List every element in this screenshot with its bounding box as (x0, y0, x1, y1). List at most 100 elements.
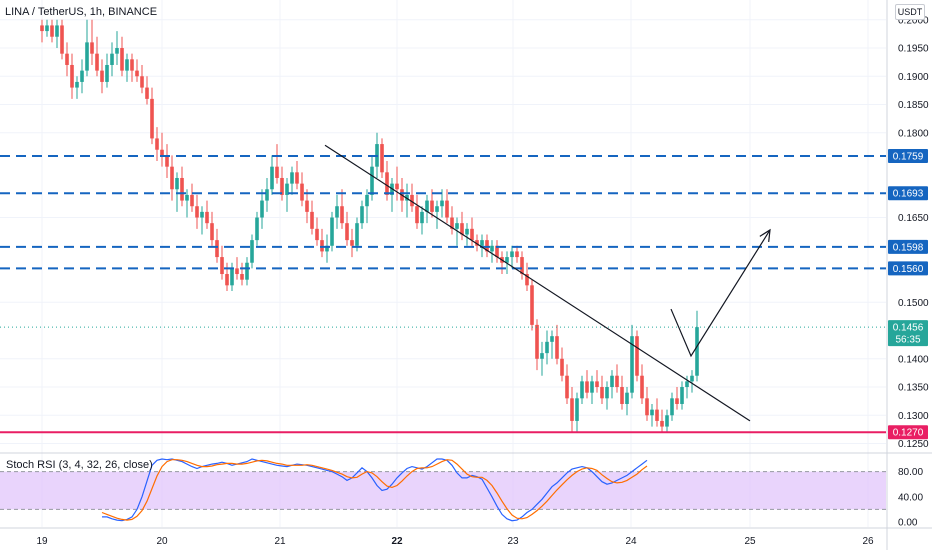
candle-body (140, 76, 144, 88)
candle-body (670, 398, 674, 416)
candle-body (55, 25, 59, 37)
indicator-label: Stoch RSI (3, 4, 32, 26, close) (6, 459, 153, 471)
candle-body (570, 398, 574, 421)
candle-body (490, 245, 494, 252)
candle-body (235, 268, 239, 275)
candle-body (145, 87, 149, 99)
candle-body (230, 268, 234, 286)
rsi-tick-label: 40.00 (898, 492, 923, 503)
candle-body (450, 217, 454, 229)
candle-body (495, 245, 499, 258)
candle-body (595, 381, 599, 388)
stoch-rsi-band (0, 471, 886, 510)
candle-body (210, 223, 214, 241)
price-level-tag (888, 261, 928, 276)
candle-body (90, 42, 94, 54)
currency-badge[interactable]: USDT (895, 4, 925, 20)
y-tick-label: 0.1850 (898, 100, 929, 111)
candle-body (630, 336, 634, 393)
candle-body (240, 274, 244, 280)
candle-body (470, 228, 474, 241)
candle-body (695, 327, 699, 376)
candle-body (560, 358, 564, 376)
candle-body (115, 48, 119, 54)
candle-body (485, 240, 489, 252)
candle-body (85, 42, 89, 71)
y-tick-label: 0.1900 (898, 72, 929, 83)
candle-body (585, 381, 589, 393)
rsi-tick-label: 80.00 (898, 467, 923, 478)
candle-body (80, 70, 84, 82)
y-tick-label: 0.1650 (898, 213, 929, 224)
candle-body (640, 375, 644, 399)
price-level-label: 0.1270 (893, 428, 924, 439)
y-tick-label: 0.1800 (898, 128, 929, 139)
candle-body (285, 183, 289, 195)
candle-body (445, 200, 449, 218)
candle-body (685, 381, 689, 388)
last-price-tag (888, 320, 928, 347)
x-tick-label: 19 (36, 536, 48, 547)
candle-body (60, 25, 64, 54)
stoch-rsi-d-line (101, 459, 648, 521)
y-tick-label: 0.1300 (898, 411, 929, 422)
candle-body (185, 194, 189, 201)
candle-body (105, 64, 109, 82)
candle-body (325, 245, 329, 252)
candle-body (680, 387, 684, 404)
price-level-label: 0.1759 (893, 151, 924, 162)
candle-body (625, 392, 629, 404)
candle-body (340, 206, 344, 224)
candle-body (410, 194, 414, 207)
candle-body (465, 228, 469, 235)
candle-body (395, 183, 399, 190)
y-tick-label: 0.2000 (898, 15, 929, 26)
candle-body (45, 25, 49, 32)
candle-body (420, 211, 424, 224)
candle-body (180, 177, 184, 201)
candle-body (95, 53, 99, 71)
candle-body (615, 375, 619, 388)
candle-body (255, 217, 259, 241)
candle-body (460, 223, 464, 235)
candle-body (440, 200, 444, 207)
x-tick-label: 25 (744, 536, 756, 547)
price-level-label: 0.1693 (893, 189, 924, 200)
trendline (324, 144, 751, 422)
candle-body (215, 240, 219, 258)
candle-body (260, 200, 264, 218)
candle-body (275, 166, 279, 178)
candle-body (165, 155, 169, 167)
bar-countdown: 56:35 (895, 335, 920, 346)
y-tick-label: 0.1350 (898, 383, 929, 394)
candle-body (270, 166, 274, 190)
candle-body (120, 48, 124, 71)
candle-body (355, 223, 359, 246)
candle-body (650, 409, 654, 416)
candle-body (590, 381, 594, 393)
candle-body (315, 228, 319, 241)
candle-body (580, 381, 584, 399)
candle-body (605, 387, 609, 399)
x-tick-label: 21 (274, 536, 286, 547)
candle-body (370, 166, 374, 195)
candle-body (250, 240, 254, 263)
candle-body (505, 257, 509, 263)
candle-body (220, 257, 224, 275)
candle-body (40, 25, 44, 32)
candle-body (135, 70, 139, 77)
candle-body (360, 206, 364, 224)
candle-body (320, 240, 324, 252)
y-tick-label: 0.1500 (898, 298, 929, 309)
candle-body (300, 183, 304, 201)
candle-body (530, 285, 534, 325)
candle-body (425, 200, 429, 212)
candle-body (290, 172, 294, 184)
candle-body (620, 387, 624, 404)
price-level-tag (888, 239, 928, 254)
candle-body (690, 375, 694, 382)
candle-body (665, 415, 669, 427)
candle-body (305, 200, 309, 212)
